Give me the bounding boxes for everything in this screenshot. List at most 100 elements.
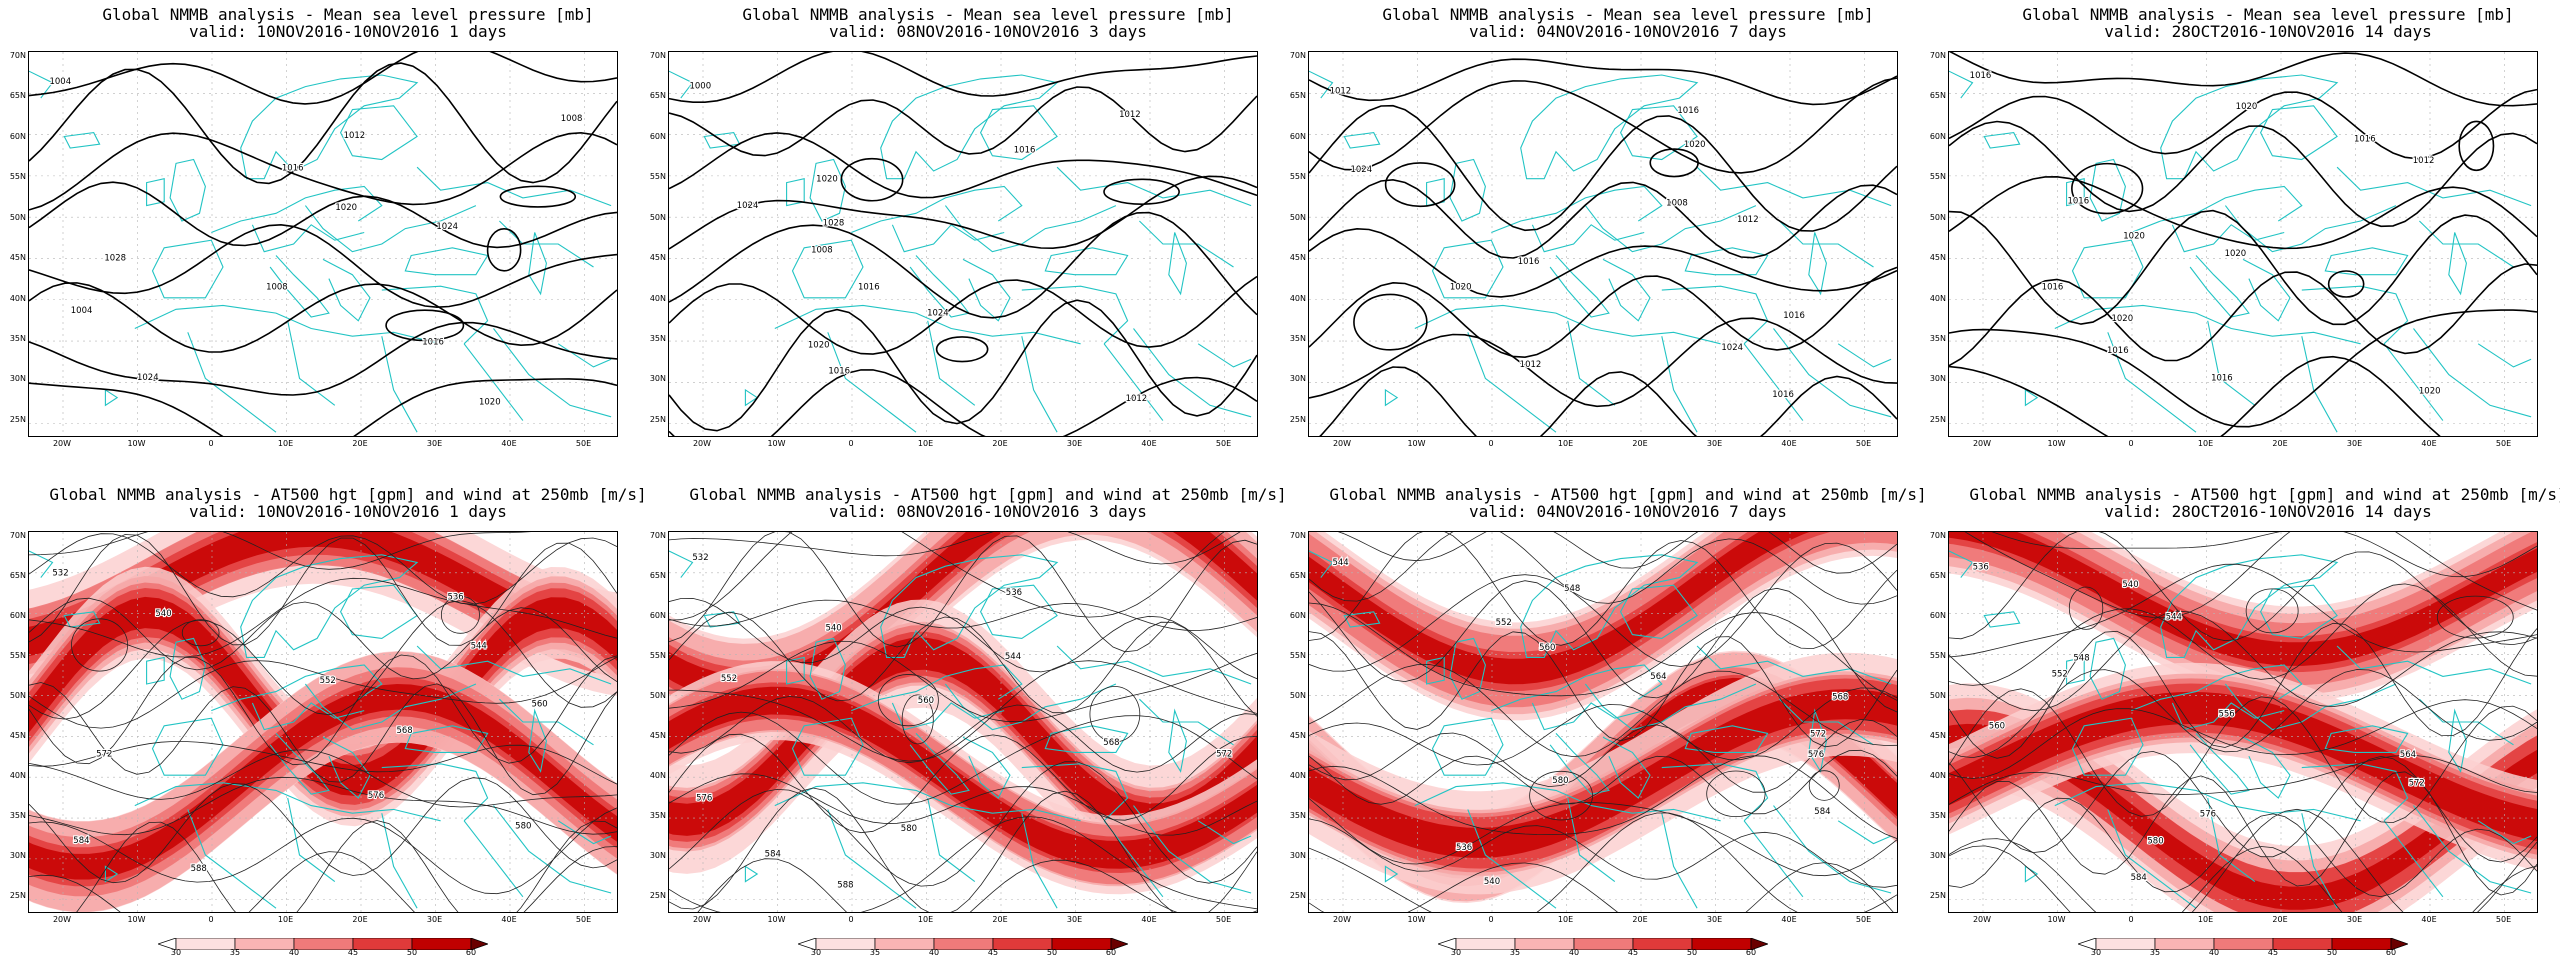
lon-tick-label: 20W [1332,915,1352,924]
contour-label: 1012 [1126,394,1148,404]
contour-labels: 1016 1020 1016 1012 1016 1020 1020 1016 1020 1016… [1969,70,2442,398]
lat-tick-label: 45N [649,731,666,740]
contour-label: 1028 [104,254,126,264]
colorbar-tick-label: 40 [2208,948,2220,957]
contour-label: 1020 [816,174,838,184]
contour-label: 1020 [2225,249,2247,259]
wind-shading [1309,532,1897,903]
colorbar-tick-label: 45 [1627,948,1639,957]
lat-tick-label: 45N [1289,731,1306,740]
contour-label: 532 [52,568,68,578]
colorbar-tick-label: 35 [229,948,241,957]
contour-label: 1012 [1737,215,1759,225]
lon-tick-label: 20E [352,439,368,448]
contour-label: 544 [1005,652,1021,662]
lon-tick-label: 30E [1066,915,1083,924]
lat-tick-label: 40N [1929,293,1946,303]
lon-tick-label: 50E [1855,915,1872,924]
contour-label: 572 [2409,779,2425,789]
coastline [29,550,612,909]
map-frame: 1012 1016 1020 1024 1008 1012 1016 1020 1016 1024… [1308,51,1898,437]
colorbar-tick-label: 60 [1105,948,1117,957]
lon-tick-label: 0 [848,915,854,924]
colorbar-tick-label: 50 [1046,948,1058,957]
lat-tick-label: 60N [1929,131,1946,141]
lat-tick-label: 60N [649,611,666,620]
lon-tick-label: 20W [52,439,72,448]
lat-tick-label: 50N [1289,691,1306,700]
lat-tick-label: 65N [1929,91,1946,101]
colorbar-tick-label: 50 [2326,948,2338,957]
contour-label: 568 [396,726,412,736]
lon-tick-label: 30E [2346,915,2363,924]
coastline [1309,550,1892,909]
contour-label: 1020 [2123,232,2145,242]
contour-label: 548 [2073,654,2089,664]
lon-tick-label: 20W [1972,439,1992,448]
map-canvas: 532 536 540 544 552 560 568 572 576 580 584 588 [669,532,1257,912]
lat-tick-label: 60N [1929,611,1946,620]
lon-tick-label: 10W [767,439,786,448]
lat-tick-label: 70N [649,531,666,540]
graticule [1949,52,2537,436]
lat-tick-label: 60N [1289,131,1306,141]
contour-label: 588 [191,864,207,874]
contour-label: 572 [1810,730,1826,740]
contour-label: 560 [531,700,547,710]
contour-label: 576 [2200,810,2216,820]
panel-subtitle: valid: 28OCT2016-10NOV2016 14 days [2104,502,2432,521]
lat-tick-label: 65N [1289,571,1306,580]
lon-tick-label: 30E [2346,439,2363,448]
lat-tick-label: 35N [649,334,666,343]
panel-subtitle: valid: 04NOV2016-10NOV2016 7 days [1469,502,1787,521]
lon-tick-label: 10E [917,915,934,924]
lat-tick-label: 55N [649,651,666,660]
map-frame: 536 540 544 548 552 556 560 564 572 576 580 584 [1948,531,2538,913]
lon-tick-label: 50E [2495,439,2512,448]
contour-label: 564 [2400,750,2416,760]
lon-tick-label: 10W [2047,439,2066,448]
contour-label: 1000 [689,82,711,92]
panel-subtitle: valid: 28OCT2016-10NOV2016 14 days [2104,22,2432,41]
contour-label: 572 [1216,750,1232,760]
lat-tick-label: 30N [1289,851,1306,860]
contour-label: 1016 [1014,146,1036,156]
lat-tick-label: 55N [649,172,666,182]
contour-label: 1008 [811,245,833,255]
contour-label: 1004 [49,77,71,87]
contour-label: 536 [1456,843,1472,853]
lon-tick-label: 50E [1215,915,1232,924]
lon-tick-label: 10E [1557,915,1574,924]
colorbar-tick-label: 50 [406,948,418,957]
panel-subtitle: valid: 04NOV2016-10NOV2016 7 days [1469,22,1787,41]
contour-label: 552 [320,676,336,686]
contour-label: 540 [2122,580,2138,590]
isolines [1949,52,2537,436]
contour-label: 548 [1564,584,1580,594]
lat-tick-label: 25N [9,414,26,424]
contour-labels: 532 536 540 544 552 560 568 572 576 580 584 588 [51,567,549,875]
lon-tick-label: 20W [692,439,712,448]
contour-label: 1020 [335,203,357,213]
lon-tick-label: 0 [2128,439,2134,448]
panel-title: Global NMMB analysis - AT500 hgt [gpm] a… [689,485,1287,504]
lat-tick-label: 55N [1929,651,1946,660]
contour-label: 560 [1539,643,1555,653]
lon-tick-label: 20W [1332,439,1352,448]
lat-tick-label: 65N [9,571,26,580]
contour-label: 1024 [1721,343,1743,353]
isolines [29,532,617,912]
contour-label: 1020 [1684,140,1706,150]
contour-label: 1016 [858,283,880,293]
panel-title: Global NMMB analysis - Mean sea level pr… [1382,5,1874,24]
lat-tick-label: 70N [1929,51,1946,60]
lat-tick-label: 70N [1289,531,1306,540]
contour-label: 1024 [137,373,159,383]
contour-label: 1016 [2067,196,2089,206]
contour-label: 560 [1989,721,2005,731]
contour-label: 536 [1006,588,1022,598]
colorbar [156,935,490,951]
lat-tick-label: 55N [1289,172,1306,182]
colorbar-tick-label: 45 [987,948,999,957]
lat-tick-label: 70N [9,51,26,60]
